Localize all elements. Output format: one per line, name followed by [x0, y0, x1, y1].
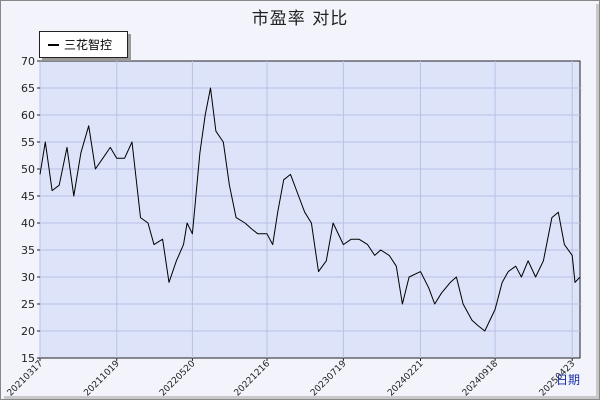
y-tick-label: 65 [21, 82, 35, 95]
y-tick-label: 55 [21, 136, 35, 149]
y-axis: 15 20 25 30 35 40 45 50 55 60 65 70 [21, 55, 40, 365]
y-tick-label: 30 [21, 271, 35, 284]
x-axis: 20210317 20211019 20220520 20221216 20230719… [6, 358, 577, 399]
x-tick-label: 20211019 [82, 359, 122, 399]
x-tick-label: 20240221 [386, 359, 425, 398]
x-axis-label: 日期 [556, 373, 581, 387]
y-tick-label: 40 [21, 217, 35, 230]
chart-title: 市盈率 对比 [251, 9, 349, 29]
x-tick-label: 20221216 [233, 359, 273, 399]
series-line-0 [39, 87, 581, 332]
x-tick-label: 20240918 [461, 359, 501, 399]
y-tick-label: 20 [21, 325, 35, 338]
y-tick-label: 50 [21, 163, 35, 176]
series-group [39, 87, 581, 332]
y-tick-label: 25 [21, 298, 35, 311]
legend-swatch [48, 44, 59, 46]
y-tick-label: 15 [21, 352, 35, 365]
x-tick-label: 20220520 [158, 359, 198, 399]
frame-shadow-right [596, 4, 599, 399]
y-tick-label: 45 [21, 190, 35, 203]
y-tick-label: 60 [21, 109, 35, 122]
y-tick-label: 70 [21, 55, 35, 68]
x-tick-label: 20230719 [309, 359, 349, 399]
legend: 三花智控 [39, 31, 128, 58]
frame-shadow-bottom [4, 396, 599, 399]
grid-lines [39, 61, 580, 358]
legend-label: 三花智控 [64, 38, 113, 52]
plot-area [39, 60, 581, 359]
y-tick-label: 35 [21, 244, 35, 257]
